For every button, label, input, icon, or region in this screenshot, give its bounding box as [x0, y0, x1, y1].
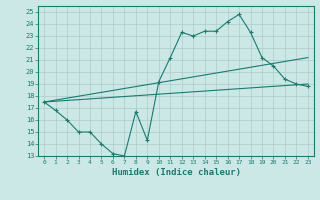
X-axis label: Humidex (Indice chaleur): Humidex (Indice chaleur)	[111, 168, 241, 177]
